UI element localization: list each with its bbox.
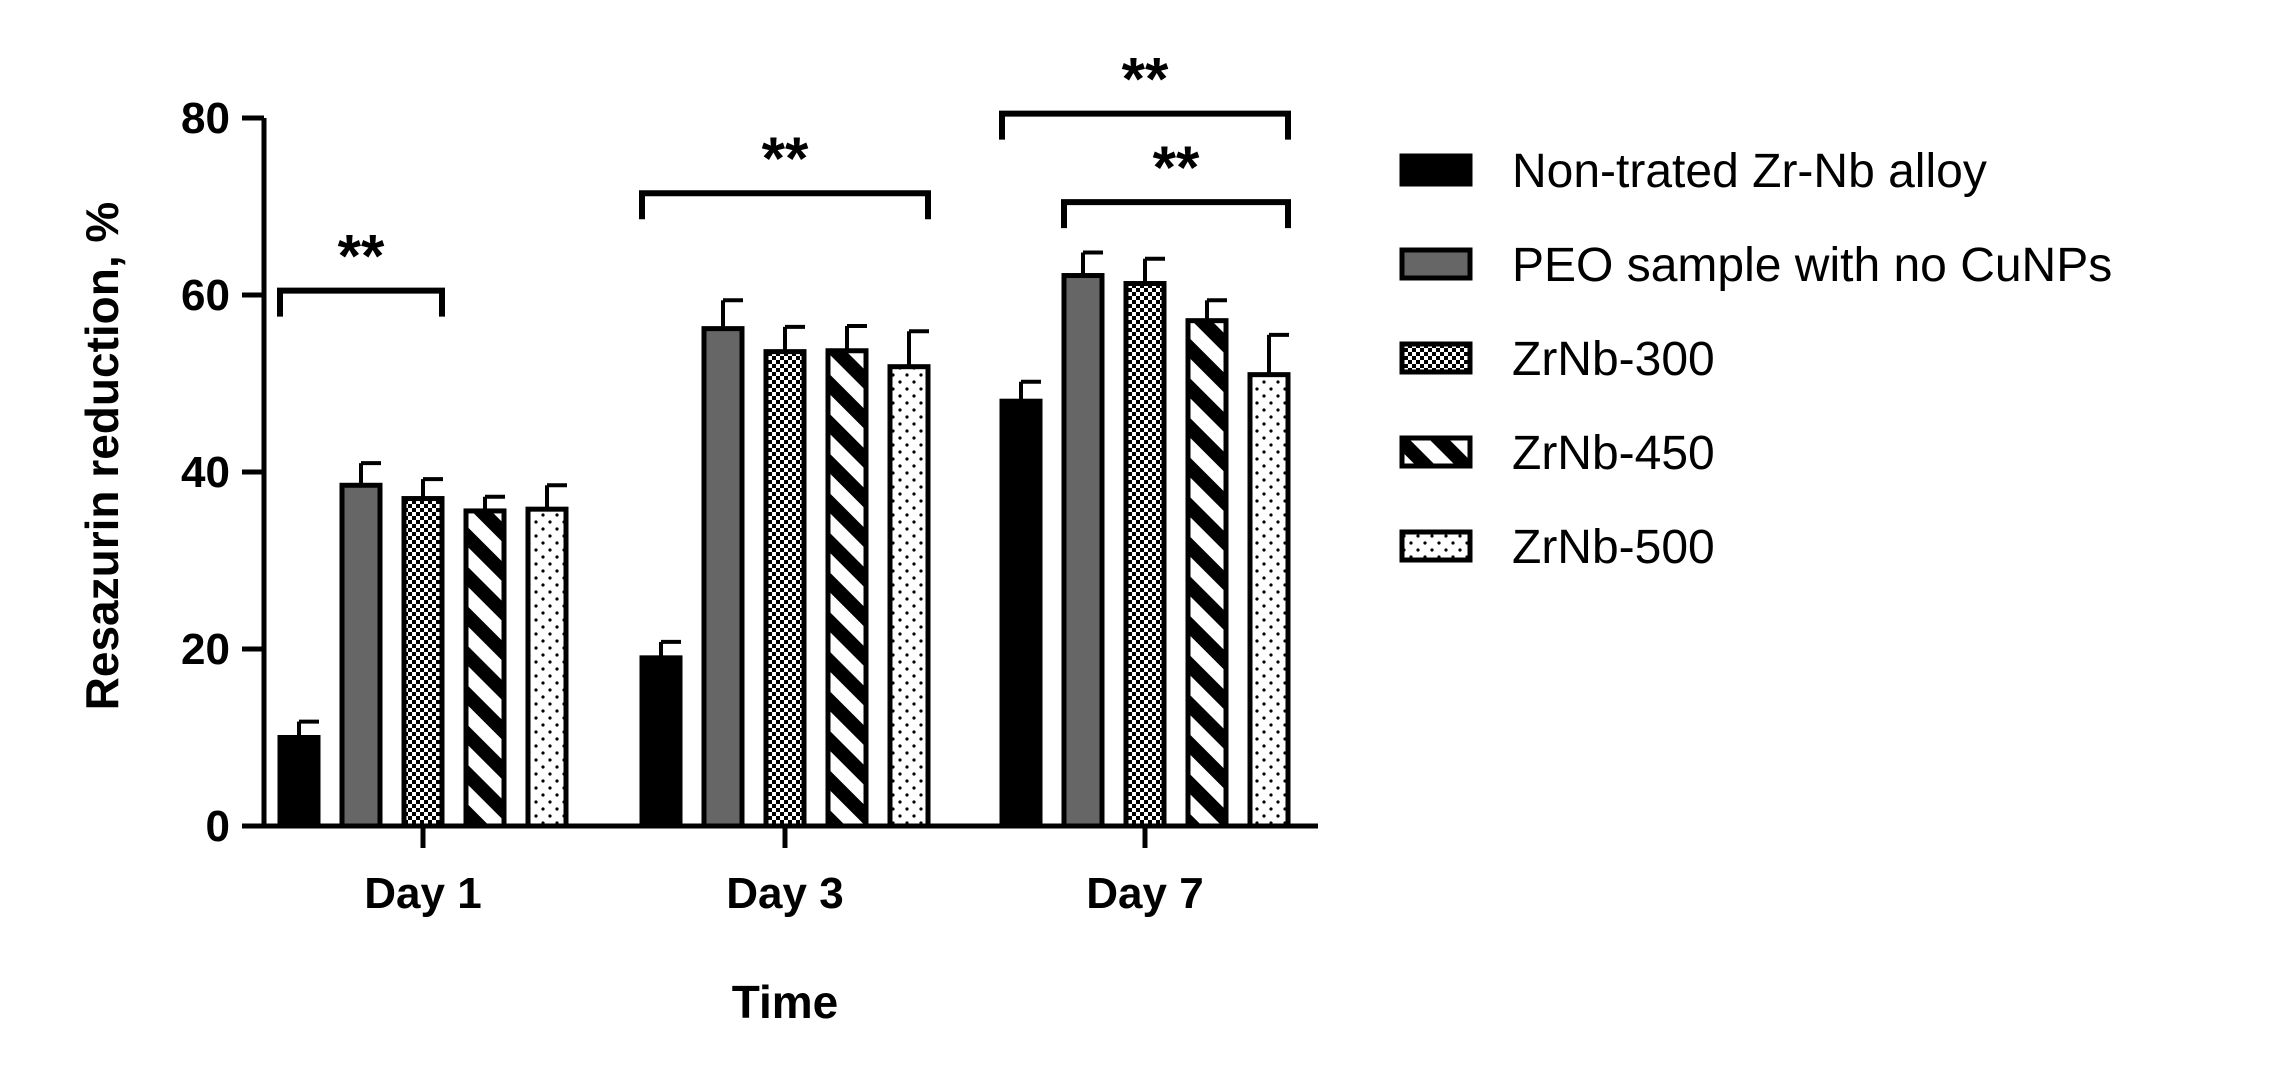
- significance-label-1: **: [762, 125, 809, 192]
- bar-2-0: [401, 496, 445, 829]
- bar-3-0: [463, 508, 507, 829]
- significance-brackets: ** ** ** **: [277, 46, 1291, 317]
- legend: Non-trated Zr-Nb alloy PEO sample with no…: [1399, 145, 2112, 574]
- y-axis-title: Resazurin reduction, %: [76, 202, 128, 711]
- bar-4-0: [525, 506, 569, 829]
- bars: [277, 250, 1291, 829]
- legend-swatch-1: [1399, 247, 1473, 281]
- bar-0-0: [277, 735, 321, 829]
- x-tick-label-2: Day 7: [1086, 869, 1203, 918]
- significance-label-2: **: [1122, 46, 1169, 113]
- y-tick-label-20: 20: [181, 625, 230, 674]
- bar-1-1: [701, 326, 745, 829]
- legend-swatch-4: [1399, 529, 1473, 563]
- significance-bracket-3: [1061, 199, 1291, 229]
- significance-bracket-1: [639, 190, 931, 220]
- legend-label-0: Non-trated Zr-Nb alloy: [1512, 145, 1987, 198]
- bar-4-1: [887, 364, 931, 829]
- bar-4-2: [1247, 372, 1291, 829]
- bar-2-1: [763, 349, 807, 829]
- bar-1-2: [1061, 273, 1105, 829]
- y-tick-label-0: 0: [206, 802, 230, 851]
- axes: 0 20 40 60 80 Day 1 Day 3 Day 7: [181, 94, 1318, 918]
- legend-swatch-2: [1399, 341, 1473, 375]
- x-tick-label-0: Day 1: [364, 869, 481, 918]
- bar-0-2: [999, 398, 1043, 829]
- bar-2-2: [1123, 280, 1167, 829]
- significance-bracket-2: [999, 110, 1291, 140]
- x-axis-title: Time: [732, 976, 839, 1028]
- y-tick-label-60: 60: [181, 271, 230, 320]
- legend-label-2: ZrNb-300: [1512, 333, 1715, 386]
- significance-bracket-0: [277, 287, 445, 317]
- legend-label-1: PEO sample with no CuNPs: [1512, 239, 2112, 292]
- significance-label-0: **: [338, 223, 385, 290]
- bar-3-2: [1185, 318, 1229, 829]
- y-tick-label-40: 40: [181, 448, 230, 497]
- y-tick-label-80: 80: [181, 94, 230, 143]
- bar-3-1: [825, 348, 869, 829]
- legend-swatch-3: [1399, 435, 1473, 469]
- x-tick-label-1: Day 3: [726, 869, 843, 918]
- bar-1-0: [339, 482, 383, 829]
- significance-label-3: **: [1153, 134, 1200, 201]
- legend-swatch-0: [1399, 153, 1473, 187]
- bar-0-1: [639, 655, 683, 829]
- legend-label-3: ZrNb-450: [1512, 427, 1715, 480]
- legend-label-4: ZrNb-500: [1512, 521, 1715, 574]
